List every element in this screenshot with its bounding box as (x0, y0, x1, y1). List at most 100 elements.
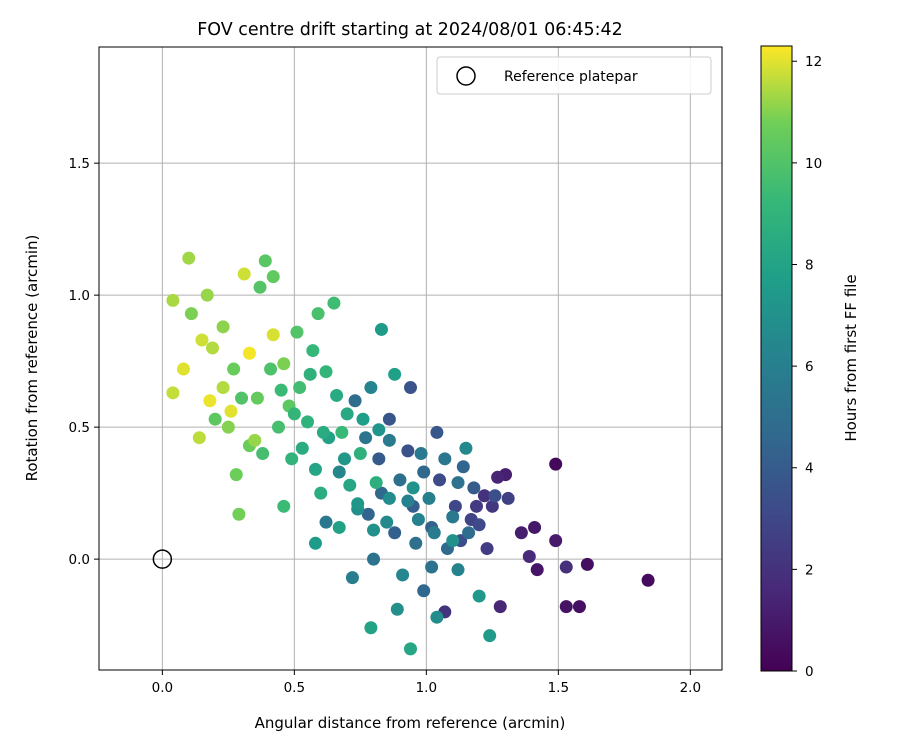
plot-frame (98, 46, 723, 671)
data-point (404, 381, 417, 395)
data-point (422, 491, 436, 505)
data-point (351, 497, 365, 511)
data-point (306, 344, 320, 358)
data-point (427, 526, 441, 540)
y-tick-label: 0.0 (69, 552, 90, 568)
data-point (308, 462, 322, 476)
grid-lines (99, 47, 722, 670)
data-point (382, 433, 396, 447)
data-point (477, 489, 491, 503)
data-point (235, 391, 249, 405)
data-point (272, 420, 286, 434)
chart-title: FOV centre drift starting at 2024/08/01 … (197, 20, 623, 40)
data-point (641, 573, 655, 587)
data-point (316, 425, 330, 439)
data-point (203, 394, 217, 408)
data-point (195, 333, 209, 347)
colorbar-tick-label: 0 (805, 664, 814, 680)
colorbar-tick-label: 8 (805, 257, 814, 273)
colorbar-gradient (760, 45, 793, 672)
data-point (501, 491, 515, 505)
data-point (430, 425, 444, 439)
data-point (184, 307, 198, 321)
data-point (367, 523, 381, 537)
data-point (343, 478, 357, 492)
data-point (364, 381, 378, 395)
data-point (393, 473, 407, 487)
data-point (559, 600, 573, 614)
data-point (359, 431, 373, 445)
data-point (208, 412, 222, 426)
data-point (388, 367, 402, 381)
data-point (388, 526, 402, 540)
colorbar-tick-label: 4 (805, 461, 814, 477)
data-point (361, 507, 375, 521)
x-tick-label: 0.0 (152, 680, 173, 696)
data-point (332, 465, 346, 479)
data-point (446, 510, 460, 524)
x-axis-ticks: 0.0 0.5 1.0 1.5 2.0 (152, 670, 701, 696)
data-points (166, 251, 655, 656)
data-point (374, 322, 388, 336)
data-point (485, 499, 499, 513)
data-point (406, 481, 420, 495)
data-point (356, 412, 370, 426)
data-point (345, 571, 359, 585)
data-point (382, 412, 396, 426)
data-point (401, 494, 415, 508)
data-point (451, 563, 465, 577)
data-point (319, 365, 333, 379)
data-point (250, 391, 264, 405)
data-point (446, 534, 460, 548)
data-point (417, 584, 431, 598)
data-point (353, 447, 367, 461)
data-point (380, 515, 394, 529)
data-point (462, 526, 476, 540)
data-point (166, 386, 180, 400)
data-point (469, 499, 483, 513)
data-point (290, 325, 304, 339)
colorbar-tick-label: 2 (805, 562, 814, 578)
data-point (493, 600, 507, 614)
data-point (438, 452, 452, 466)
data-point (253, 280, 267, 294)
x-axis-label: Angular distance from reference (arcmin) (255, 714, 566, 732)
data-point (264, 362, 278, 376)
data-point (580, 557, 594, 571)
data-point (417, 465, 431, 479)
legend-marker-icon (456, 66, 476, 86)
data-point (396, 568, 410, 582)
data-point (467, 481, 481, 495)
x-tick-label: 0.5 (284, 680, 305, 696)
data-point (332, 520, 346, 534)
data-point (411, 513, 425, 527)
colorbar-ticks: 0 2 4 6 8 10 12 (792, 54, 822, 680)
data-point (248, 433, 262, 447)
colorbar-tick-label: 6 (805, 359, 814, 375)
data-point (480, 542, 494, 556)
data-point (348, 394, 362, 408)
data-point (221, 420, 235, 434)
data-point (414, 447, 428, 461)
data-point (206, 341, 220, 355)
data-point (528, 520, 542, 534)
data-point (227, 362, 241, 376)
data-point (335, 425, 349, 439)
data-point (372, 452, 386, 466)
data-point (266, 328, 280, 342)
data-point (274, 383, 288, 397)
data-point (451, 476, 465, 490)
reference-platepar-marker (152, 549, 173, 569)
x-tick-label: 1.5 (548, 680, 569, 696)
data-point (237, 267, 251, 281)
data-point (330, 388, 344, 402)
data-point (287, 407, 301, 421)
data-point (459, 441, 473, 455)
data-point (559, 560, 573, 574)
data-point (166, 293, 180, 307)
y-axis-ticks: 0.0 0.5 1.0 1.5 (69, 156, 99, 568)
data-point (258, 254, 272, 268)
data-point (266, 270, 280, 284)
